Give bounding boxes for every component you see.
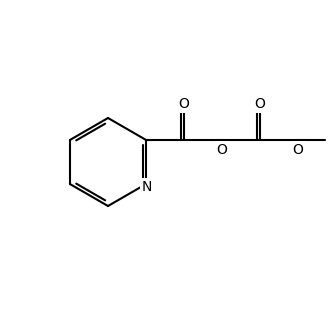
Text: O: O <box>179 97 189 112</box>
Text: N: N <box>142 180 152 194</box>
Text: O: O <box>293 143 304 157</box>
Text: O: O <box>255 97 266 112</box>
Text: O: O <box>217 143 228 157</box>
